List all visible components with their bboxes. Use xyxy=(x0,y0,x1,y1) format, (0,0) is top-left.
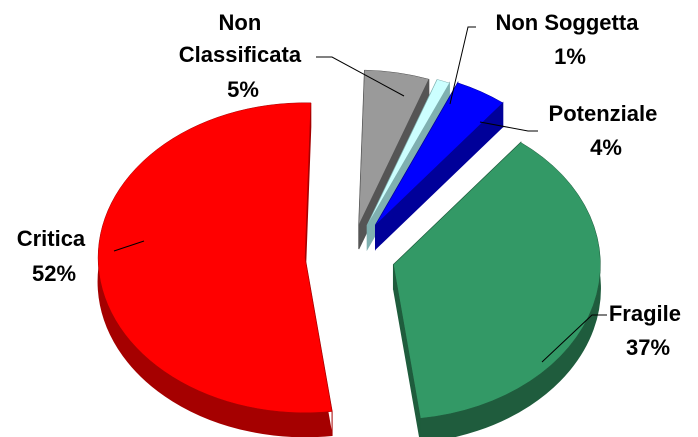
leader-line-potenziale xyxy=(479,121,538,132)
label-non-soggetta-value: 1% xyxy=(554,44,586,69)
slice-tops xyxy=(97,69,601,419)
label-critica: Critica 52% xyxy=(17,226,92,286)
label-potenziale: Potenziale 4% xyxy=(549,101,664,160)
slice-non-classificata xyxy=(358,69,430,226)
label-potenziale-name: Potenziale xyxy=(549,101,658,126)
slice-non-soggetta xyxy=(366,79,450,226)
label-fragile-name: Fragile xyxy=(609,301,681,326)
label-non-classificata: Non Classificata 5% xyxy=(179,10,307,102)
leader-line-fragile xyxy=(541,314,607,363)
leader-line-critica xyxy=(113,240,145,252)
label-non-classificata-name-2: Classificata xyxy=(179,42,302,67)
label-critica-name: Critica xyxy=(17,226,86,251)
label-potenziale-value: 4% xyxy=(590,135,622,160)
label-fragile-value: 37% xyxy=(626,335,670,360)
slice-fragile xyxy=(393,142,601,419)
label-fragile: Fragile 37% xyxy=(609,301,687,360)
slice-potenziale xyxy=(375,82,504,226)
label-critica-value: 52% xyxy=(32,261,76,286)
label-non-soggetta-name: Non Soggetta xyxy=(495,10,639,35)
label-non-soggetta: Non Soggetta 1% xyxy=(495,10,644,69)
leader-line-non-classificata xyxy=(316,56,405,97)
slice-critica xyxy=(97,102,333,414)
label-non-classificata-value: 5% xyxy=(227,77,259,102)
label-non-classificata-name-1: Non xyxy=(219,10,262,35)
leader-line-non-soggetta xyxy=(449,26,476,105)
